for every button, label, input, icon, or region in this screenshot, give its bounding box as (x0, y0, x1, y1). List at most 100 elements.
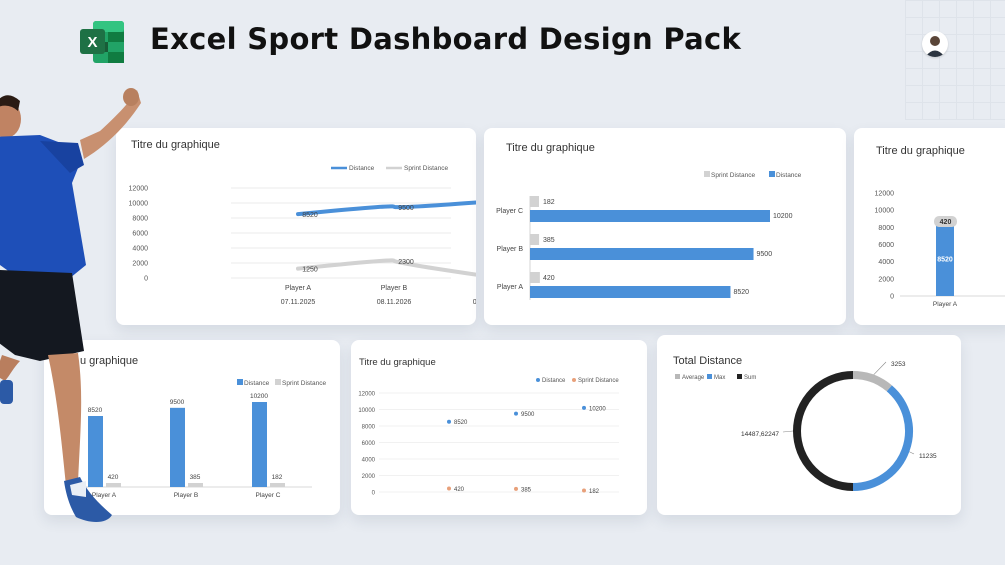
y-tick-label: 10000 (875, 208, 895, 215)
data-label: 420 (108, 474, 119, 481)
data-label: 385 (190, 474, 201, 481)
chart-title: Titre du graphique (876, 145, 965, 157)
y-tick-label: 6000 (362, 441, 376, 447)
bar-distance (530, 210, 770, 222)
data-label: 9500 (757, 251, 773, 258)
bar-sprint (188, 483, 203, 487)
bar-sprint (530, 272, 540, 283)
y-tick-label: 4000 (132, 246, 148, 253)
legend-label: Sprint Distance (578, 378, 619, 384)
data-point (447, 419, 451, 424)
legend-marker (572, 378, 576, 382)
legend-label: Distance (542, 378, 566, 384)
data-label: 385 (543, 237, 555, 244)
legend-label: Sprint Distance (711, 172, 755, 179)
data-point (582, 488, 586, 493)
bar-sprint (530, 234, 540, 245)
line-chart: 0 2000 4000 6000 8000 10000 12000 Distance 8520 9… (129, 165, 476, 306)
data-point (447, 486, 451, 491)
legend-marker (536, 378, 540, 382)
data-label: 11235 (919, 453, 937, 460)
x-tick-label: Player C (256, 492, 281, 499)
legend-label: Sprint Distance (404, 165, 448, 172)
chart-title: Total Distance (673, 355, 743, 367)
data-label: 8520 (937, 256, 953, 263)
y-tick-label: 6000 (132, 231, 148, 238)
svg-text:X: X (87, 34, 97, 51)
horizontal-bar-chart: Sprint Distance Distance Player C 182 10200 P… (496, 171, 802, 300)
y-tick-label: 8000 (132, 216, 148, 223)
donut-slice (852, 385, 913, 491)
legend-label: Distance (244, 380, 270, 387)
user-avatar[interactable] (922, 31, 948, 57)
bar-distance (936, 222, 954, 296)
y-tick-label: 8000 (878, 225, 894, 232)
data-label: 420 (940, 219, 952, 226)
donut-chart: Average Max Sum 3253 11235 14487,62247 (675, 361, 937, 491)
y-tick-label: 8000 (362, 425, 376, 431)
legend-label: Distance (776, 172, 802, 179)
data-label: 8520 (454, 420, 468, 426)
chart-title: Titre du graphique (506, 142, 595, 154)
data-label: 14487,62247 (741, 431, 779, 438)
single-bar-chart: 0 2000 4000 6000 8000 10000 12000 8520 420 Player… (875, 191, 1005, 308)
bar-distance (170, 407, 185, 487)
data-label: 8520 (88, 407, 103, 414)
data-label: 9500 (521, 412, 535, 418)
y-tick-label: Player B (497, 246, 524, 253)
y-tick-label: 12000 (358, 392, 375, 398)
y-tick-label: 12000 (129, 186, 149, 193)
data-label: 182 (543, 199, 555, 206)
x-date-label: 08.11.2026 (377, 299, 412, 306)
background-grid (905, 0, 1005, 120)
donut-card: Total Distance Average Max Sum 3253 11235 144… (657, 335, 961, 515)
y-tick-label: 0 (890, 294, 894, 301)
data-label: 9500 (398, 205, 414, 212)
legend-label: Sprint Distance (282, 380, 326, 387)
data-point (514, 486, 518, 491)
leader-line (873, 361, 887, 375)
legend-label: Average (682, 375, 705, 381)
horizontal-bar-card: Titre du graphique Sprint Distance Distan… (484, 128, 846, 325)
y-tick-label: 4000 (878, 259, 894, 266)
legend-label: Max (714, 375, 725, 381)
page-title: Excel Sport Dashboard Design Pack (150, 22, 742, 56)
chart-title: Titre du graphique (359, 357, 436, 368)
legend-label: Distance (349, 165, 375, 172)
data-label: 182 (589, 489, 600, 495)
scatter-chart: Distance Sprint Distance 0 2000 4000 6000 8000… (358, 378, 619, 497)
excel-icon: X (80, 21, 124, 63)
legend-swatch (237, 379, 243, 385)
series-line (296, 200, 476, 217)
legend-swatch (704, 171, 710, 177)
data-point (582, 405, 586, 410)
x-tick-label: Player A (285, 285, 311, 292)
data-label: 8520 (302, 212, 318, 219)
data-label: 420 (543, 275, 555, 282)
scatter-card: Titre du graphique Distance Sprint Distan… (351, 340, 647, 515)
y-tick-label: 2000 (362, 474, 376, 480)
data-label: 10200 (250, 393, 268, 400)
bar-distance (530, 286, 731, 298)
leader-line (909, 451, 915, 455)
series-line (296, 258, 476, 277)
bar-distance (252, 402, 267, 487)
x-tick-label: Player A (933, 301, 958, 308)
data-label: 2300 (398, 259, 414, 266)
chart-title: u graphique (80, 355, 139, 367)
x-tick-label: Player A (92, 492, 117, 499)
vertical-bar-card: u graphique Distance Sprint Distance 8520 4… (44, 340, 340, 515)
legend-swatch (275, 379, 281, 385)
data-label: 10200 (589, 406, 606, 412)
y-tick-label: 10000 (358, 408, 375, 414)
chart-title: Titre du graphique (131, 139, 220, 151)
x-date-label: 07.11.2025 (281, 299, 316, 306)
y-tick-label: 0 (372, 491, 376, 497)
leader-line (782, 430, 794, 433)
y-tick-label: 2000 (132, 261, 148, 268)
data-label: 3253 (891, 361, 906, 368)
legend-label: Sum (744, 375, 756, 381)
y-tick-label: 6000 (878, 242, 894, 249)
legend-swatch (675, 374, 680, 379)
data-label: 9500 (170, 399, 185, 406)
